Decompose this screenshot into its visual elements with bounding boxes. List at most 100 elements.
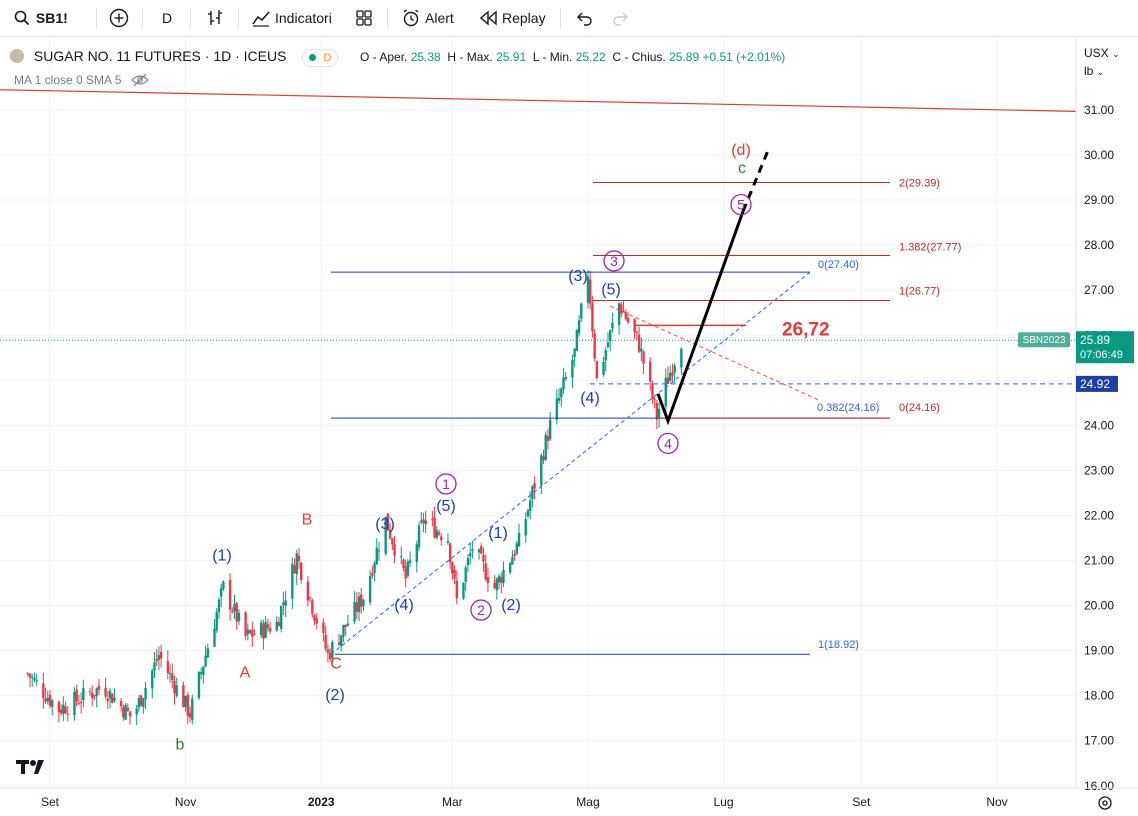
candle-body [91,693,94,699]
wave-label: (1) [488,525,508,542]
candle-body [577,320,581,334]
candle-body [562,377,565,390]
candle-body [626,317,630,323]
chevron-down-icon: ⌄ [1096,67,1105,77]
candle-body [495,578,499,591]
candle-body [342,624,345,637]
wave-label: (4) [580,390,600,407]
candle-body [546,436,550,442]
indicator-legend[interactable]: MA 1 close 0 SMA 5 [14,73,149,87]
alert-button[interactable]: Alert [401,0,454,36]
candle-body [204,655,207,667]
undo-button[interactable] [575,0,593,36]
redo-button[interactable] [612,0,630,36]
time-axis[interactable]: Set Nov 2023 Mar Mag Lug Set Nov [0,787,1138,810]
candle-body [466,558,470,565]
wave-label: b [176,737,185,754]
candle-body [560,388,563,398]
candle-body [88,691,92,693]
candle-body [217,599,221,613]
candle-body [184,695,187,708]
tradingview-logo[interactable] [16,758,48,781]
wave-label: (4) [394,597,414,614]
candle-body [108,690,112,699]
candle-body [669,372,672,381]
fib-label: 1(26.77) [899,286,940,298]
candle-body [400,556,403,558]
y-tick-label: 23.00 [1084,463,1114,477]
candle-body [588,279,592,304]
currency-selector[interactable]: USX ⌄ [1084,46,1120,60]
symbol-icon [10,49,24,63]
candle-body [617,303,621,325]
price-chart[interactable]: 0(27.40) 0.382(24.16) 1(18.92) 2(29.39) 1.38… [0,38,1138,816]
candle-body [493,582,496,589]
undo-icon [577,12,592,26]
candle-body [591,303,594,332]
candle-body [404,566,407,579]
candle-body [633,319,636,333]
y-tick-label: 29.00 [1084,193,1114,207]
y-tick-label: 28.00 [1084,238,1114,252]
candle-body [268,628,272,632]
wave-label: A [240,665,251,682]
candle-body [671,372,674,376]
candle-body [231,610,234,612]
candle-body [237,612,241,622]
symbol-search[interactable]: SB1! [14,0,68,36]
y-tick-label: 31.00 [1084,103,1114,117]
candle-body [57,701,61,713]
candle-body [362,599,365,607]
candle-body [451,562,454,573]
candle-body [602,361,605,375]
gear-icon[interactable] [1098,796,1112,810]
interval-button[interactable]: D [162,0,172,36]
candle-body [360,594,363,607]
level-tag-bg [1076,375,1118,392]
alarm-clock-icon [403,9,419,27]
fib-label: 2(29.39) [899,178,940,190]
candle-body [322,622,325,634]
candle-body [680,348,683,368]
x-tick-label: Set [41,795,60,809]
candle-body [35,680,38,682]
candle-body [480,546,483,554]
candle-body [155,659,158,662]
candle-body [664,377,667,407]
candle-body [297,555,301,562]
candle-body [386,513,390,531]
market-status-badge[interactable]: D [302,49,339,67]
candle-body [253,634,256,636]
chart-grid [0,38,1076,788]
high-label: H - Max. [447,50,493,64]
unit-selector[interactable]: lb ⌄ [1084,64,1104,78]
candle-body [640,348,643,352]
compare-button[interactable] [109,0,129,36]
layouts-button[interactable] [355,0,373,36]
x-tick-label: Mar [442,795,463,809]
candle-body [368,575,372,603]
replay-button[interactable]: Replay [479,0,546,36]
candle-body [433,517,436,538]
y-tick-label: 20.00 [1084,599,1114,613]
eye-off-icon[interactable] [130,73,149,87]
candle-body [497,575,501,583]
chart-type-button[interactable] [205,0,225,36]
candle-body [46,698,49,702]
indicator-label: MA 1 close 0 SMA 5 [14,73,122,87]
candle-body [517,532,521,547]
candle-body [119,701,123,707]
indicators-button[interactable]: Indicatori [251,0,332,36]
candle-body [106,699,109,702]
fib-label: 1.382(27.77) [899,242,961,254]
candle-body [555,398,559,420]
candle-body [284,600,287,606]
price-axis[interactable]: 31.0030.0029.0028.0027.0026.0025.0024.00… [1018,38,1134,793]
candle-body [135,708,138,715]
candle-body [604,350,607,361]
candle-body [266,624,270,629]
candle-body [222,581,225,589]
candle-body [586,276,590,303]
level-tag: 24.92 [1080,377,1110,391]
wave-label: (5) [601,282,621,299]
